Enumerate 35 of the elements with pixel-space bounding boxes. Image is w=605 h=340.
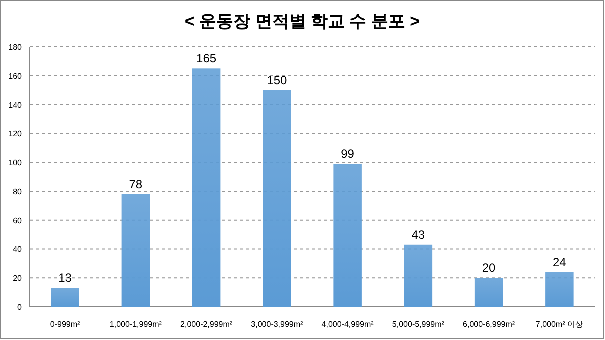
bar (263, 90, 292, 307)
y-tick-label: 140 (8, 100, 23, 110)
chart-title: < 운동장 면적별 학교 수 분포 > (184, 12, 420, 31)
data-label: 24 (553, 255, 567, 270)
bar (51, 288, 80, 307)
bar (546, 272, 574, 307)
bar (474, 278, 504, 307)
y-tick-label: 120 (8, 130, 23, 139)
bar (334, 164, 362, 307)
y-tick-label: 160 (8, 72, 23, 81)
x-tick-label: 7,000m² 이상 (536, 320, 584, 329)
x-tick-label: 1,000-1,999m² (110, 320, 162, 329)
data-label: 78 (129, 177, 143, 192)
data-label: 20 (482, 261, 496, 276)
bar (192, 68, 221, 307)
y-tick-label: 100 (8, 158, 23, 168)
data-label: 165 (196, 52, 217, 66)
y-tick-label: 20 (13, 274, 23, 284)
x-tick-label: 2,000-2,999m² (180, 320, 233, 329)
x-tick-label: 3,000-3,999m² (251, 320, 304, 329)
data-label: 43 (412, 228, 426, 242)
bar (404, 244, 433, 307)
data-label: 13 (58, 271, 72, 286)
bar (122, 194, 150, 307)
y-tick-label: 180 (8, 43, 23, 52)
x-tick-label: 6,000-6,999m² (463, 320, 516, 329)
y-tick-label: 60 (13, 216, 23, 226)
x-tick-label: 4,000-4,999m² (322, 320, 374, 329)
y-tick-label: 0 (18, 303, 23, 312)
y-tick-label: 80 (13, 187, 23, 196)
data-label: 150 (267, 73, 288, 88)
data-label: 99 (341, 147, 355, 161)
x-tick-label: 0-999m² (50, 320, 81, 329)
x-tick-label: 5,000-5,999m² (392, 320, 445, 329)
y-tick-label: 40 (13, 245, 23, 254)
